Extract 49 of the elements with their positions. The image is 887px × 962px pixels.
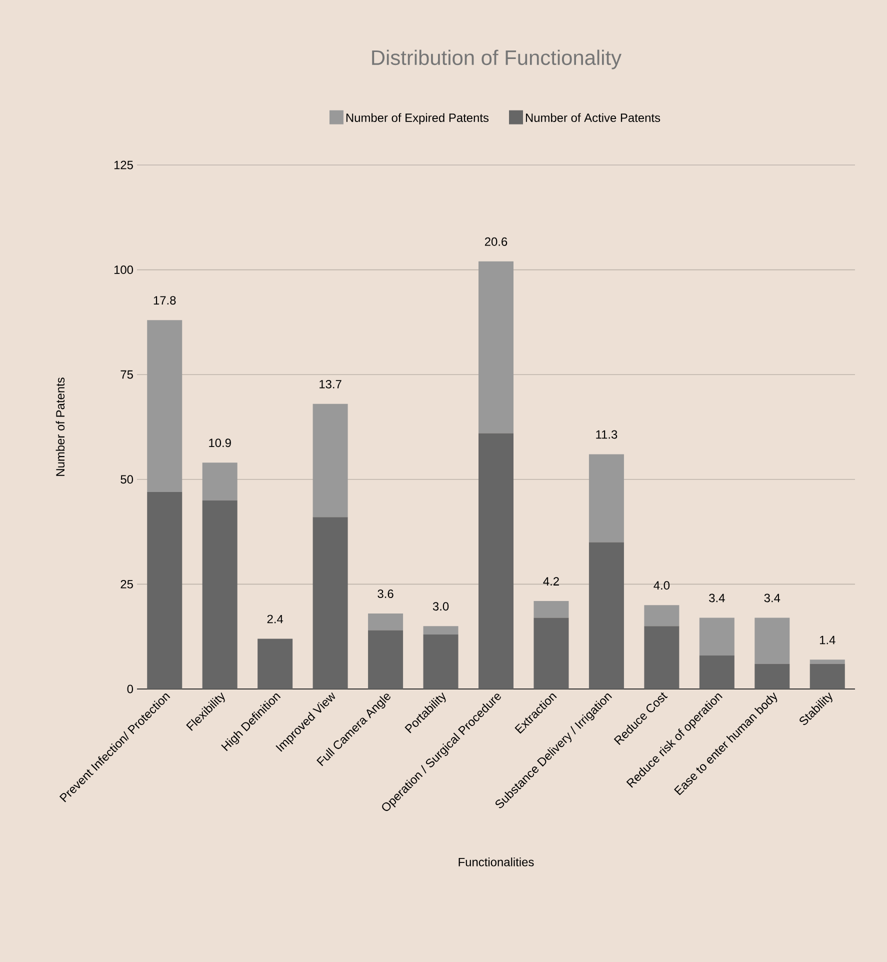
x-axis-title: Functionalities bbox=[458, 858, 534, 866]
bar bbox=[368, 614, 404, 630]
y-axis-title: Number of Patents bbox=[56, 378, 65, 476]
bar bbox=[368, 630, 404, 689]
annotation: 4.2 bbox=[543, 577, 559, 586]
bar bbox=[423, 626, 458, 634]
bar bbox=[312, 404, 348, 518]
annotation: 3.4 bbox=[709, 594, 725, 602]
annotation: 1.4 bbox=[820, 636, 836, 644]
annotation: 3.6 bbox=[378, 590, 394, 598]
bar bbox=[588, 454, 624, 542]
bar bbox=[478, 433, 514, 689]
annotation: 20.6 bbox=[484, 237, 508, 246]
y-tick-label: 75 bbox=[120, 370, 133, 379]
y-tick-label: 0 bbox=[127, 684, 134, 694]
bar bbox=[644, 626, 680, 689]
bar bbox=[810, 660, 845, 664]
bar bbox=[478, 261, 514, 434]
bar bbox=[810, 664, 845, 689]
bar bbox=[588, 542, 624, 689]
annotation: 17.8 bbox=[154, 296, 176, 305]
bar bbox=[147, 492, 182, 689]
bar bbox=[699, 618, 734, 656]
bar bbox=[534, 618, 569, 689]
y-tick-label: 50 bbox=[120, 475, 134, 484]
y-tick-label: 125 bbox=[114, 160, 133, 170]
bar bbox=[754, 664, 790, 689]
bar bbox=[258, 638, 293, 689]
annotation: 3.0 bbox=[432, 602, 449, 611]
bar bbox=[754, 618, 790, 664]
bar bbox=[202, 462, 238, 500]
legend-label: Number of Active Patents bbox=[526, 113, 660, 122]
bar bbox=[644, 605, 680, 626]
annotation: 3.4 bbox=[764, 594, 780, 602]
bar bbox=[312, 517, 348, 689]
annotation: 10.9 bbox=[209, 438, 231, 448]
annotation: 11.3 bbox=[596, 430, 618, 439]
annotation: 4.0 bbox=[654, 581, 670, 590]
y-tick-label: 100 bbox=[114, 266, 134, 274]
bar bbox=[202, 500, 238, 689]
chart-title: Distribution of Functionality bbox=[372, 50, 622, 70]
annotation: 2.4 bbox=[267, 614, 284, 624]
annotation: 13.7 bbox=[320, 380, 342, 388]
legend-label: Number of Expired Patents bbox=[346, 113, 489, 124]
bar bbox=[699, 655, 734, 689]
bar bbox=[147, 320, 182, 492]
y-tick-label: 25 bbox=[120, 580, 133, 588]
bar bbox=[423, 634, 458, 689]
bar bbox=[534, 600, 569, 618]
